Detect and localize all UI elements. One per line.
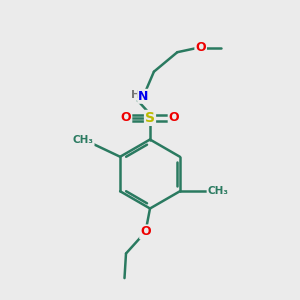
Text: CH₃: CH₃ (208, 186, 229, 196)
Text: H: H (131, 90, 140, 100)
Text: S: S (145, 111, 155, 125)
Text: O: O (195, 41, 206, 54)
Text: O: O (121, 111, 131, 124)
Text: O: O (140, 225, 151, 239)
Text: O: O (169, 111, 179, 124)
Text: CH₃: CH₃ (73, 135, 94, 145)
Text: N: N (138, 90, 148, 103)
